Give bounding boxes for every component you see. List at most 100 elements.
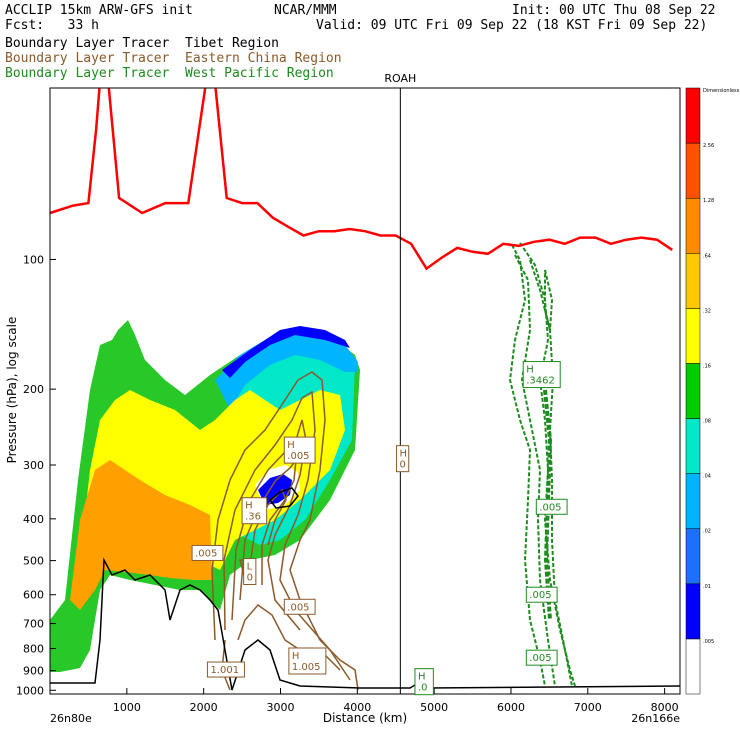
contour-label-letter: H bbox=[245, 501, 253, 512]
y-tick-label: 1000 bbox=[16, 684, 44, 697]
contour-label: .005 bbox=[283, 598, 316, 615]
contour-label-value: 1.005 bbox=[292, 662, 321, 673]
contour-label-value: .3462 bbox=[526, 376, 555, 387]
colorbar-swatch bbox=[685, 473, 701, 529]
contour-label: 1.001 bbox=[206, 661, 245, 678]
y-tick-label: 300 bbox=[23, 459, 44, 472]
colorbar-swatch bbox=[685, 638, 701, 695]
colorbar-swatch bbox=[685, 197, 701, 254]
legend-tibet: Boundary Layer Tracer Tibet Region bbox=[5, 36, 279, 51]
contour-label-box bbox=[283, 436, 316, 464]
shade-blue bbox=[222, 326, 350, 378]
x-tick-label: 1000 bbox=[113, 701, 141, 714]
contour-label-box bbox=[241, 497, 268, 525]
init-time: Init: 00 UTC Thu 08 Sep 22 bbox=[512, 3, 716, 18]
colorbar-swatch bbox=[685, 363, 701, 419]
contour-label-value: .005 bbox=[195, 548, 217, 559]
colorbar-swatch bbox=[685, 142, 701, 199]
contour-label: H.36 bbox=[241, 497, 268, 525]
contour-label: L0 bbox=[243, 558, 257, 586]
contour-label: .005 bbox=[525, 586, 558, 603]
contour-label-letter: H bbox=[292, 651, 300, 662]
contour-label-value: .005 bbox=[539, 502, 561, 513]
contour-label-letter: H bbox=[526, 365, 534, 376]
contour-label-letter: L bbox=[247, 562, 253, 573]
contour-label-box bbox=[396, 445, 410, 473]
contour-label-box bbox=[191, 544, 224, 561]
y-axis: 100 200 300 400 500 600 700 800 900 1000 bbox=[16, 253, 56, 697]
plot-frame bbox=[49, 87, 681, 695]
y-tick-label: 400 bbox=[23, 513, 44, 526]
colorbar-swatch bbox=[685, 418, 701, 474]
model-title: ACCLIP 15km ARW-GFS init bbox=[5, 3, 193, 18]
west-pacific-core bbox=[543, 389, 553, 621]
contour-label: H.005 bbox=[283, 436, 316, 464]
contour-label-box bbox=[525, 649, 558, 666]
colorbar-swatch bbox=[685, 253, 701, 309]
colorbar-label: 2.56 bbox=[703, 143, 714, 149]
contour-label: .005 bbox=[191, 544, 224, 561]
valid-time: Valid: 09 UTC Fri 09 Sep 22 (18 KST Fri … bbox=[316, 18, 707, 33]
colorbar-label: .02 bbox=[703, 529, 711, 535]
x-axis-label: Distance (km) bbox=[323, 711, 407, 725]
contour-label-value: .005 bbox=[529, 590, 551, 601]
contour-label-value: .005 bbox=[287, 451, 309, 462]
forecast-hour: Fcst: 33 h bbox=[5, 18, 99, 33]
y-tick-label: 800 bbox=[23, 643, 44, 656]
colorbar-label: .08 bbox=[703, 419, 711, 425]
x-tick-label: 5000 bbox=[420, 701, 448, 714]
colorbar-swatch bbox=[685, 308, 701, 364]
contour-label-letter: H bbox=[287, 440, 295, 451]
shade-skyblue bbox=[215, 328, 358, 410]
contour-label: H.3462 bbox=[522, 361, 561, 389]
colorbar-label: .64 bbox=[703, 253, 711, 259]
y-axis-label: Pressure (hPa), log scale bbox=[5, 317, 19, 464]
contour-label-box bbox=[288, 647, 327, 675]
contour-label: H0 bbox=[396, 445, 410, 473]
colorbar-label: .005 bbox=[703, 639, 714, 645]
x-tick-label: 2000 bbox=[190, 701, 218, 714]
contour-label-value: 0 bbox=[247, 573, 253, 584]
contour-label-letter: H bbox=[400, 449, 408, 460]
contour-label-box bbox=[525, 586, 558, 603]
contour-label: .005 bbox=[525, 649, 558, 666]
center-title: NCAR/MMM bbox=[274, 3, 337, 18]
tibet-contours bbox=[50, 487, 680, 691]
colorbar-label: Dimensionless bbox=[703, 88, 740, 94]
y-tick-label: 900 bbox=[23, 665, 44, 678]
y-tick-label: 500 bbox=[23, 555, 44, 568]
contour-label-value: 1.001 bbox=[210, 665, 239, 676]
contour-annotations: H.005H.36.005L0.005H1.0051.001H0H.3462.0… bbox=[191, 361, 568, 696]
contour-label: H1.005 bbox=[288, 647, 327, 675]
contour-label-box bbox=[522, 361, 561, 389]
x-tick-label: 8000 bbox=[651, 701, 679, 714]
contour-label-box bbox=[206, 661, 245, 678]
contour-label-value: 0 bbox=[400, 460, 406, 471]
legend-eastern-china: Boundary Layer Tracer Eastern China Regi… bbox=[5, 51, 342, 66]
colorbar-label: .32 bbox=[703, 308, 711, 314]
colorbar-label: .01 bbox=[703, 584, 711, 590]
x-axis: 1000 2000 3000 4000 5000 6000 7000 8000 bbox=[113, 688, 679, 714]
contour-label-letter: H bbox=[418, 672, 426, 683]
x-tick-label: 6000 bbox=[497, 701, 525, 714]
roah-marker-label: ROAH bbox=[384, 72, 416, 85]
colorbar-swatch bbox=[685, 87, 701, 144]
x-end-label: 26n166e bbox=[631, 712, 680, 725]
contour-label-box bbox=[283, 598, 316, 615]
tropopause-line bbox=[50, 88, 673, 271]
shade-orange-core bbox=[70, 460, 212, 610]
contour-label-box bbox=[414, 668, 434, 696]
contour-label-value: .005 bbox=[287, 602, 309, 613]
contour-label-box bbox=[535, 498, 568, 515]
y-tick-label: 700 bbox=[23, 618, 44, 631]
x-tick-label: 7000 bbox=[574, 701, 602, 714]
colorbar-swatch bbox=[685, 583, 701, 640]
y-tick-label: 200 bbox=[23, 383, 44, 396]
contour-label-value: .36 bbox=[245, 512, 261, 523]
colorbar-label: 1.28 bbox=[703, 198, 714, 204]
x-tick-label: 3000 bbox=[266, 701, 294, 714]
x-start-label: 26n80e bbox=[50, 712, 92, 725]
contour-label: .005 bbox=[535, 498, 568, 515]
y-tick-label: 600 bbox=[23, 589, 44, 602]
